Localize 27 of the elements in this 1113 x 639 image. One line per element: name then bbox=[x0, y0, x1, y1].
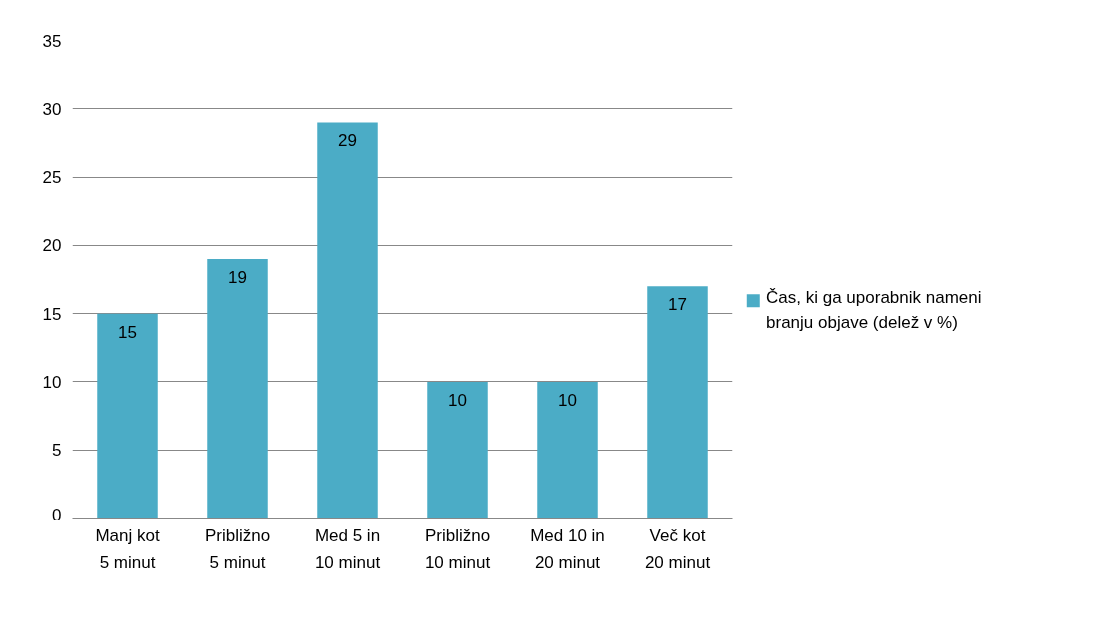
data-label: 10 bbox=[448, 390, 467, 410]
bar bbox=[97, 313, 158, 519]
legend-label: Čas, ki ga uporabnik nameni branju objave (delež v %) bbox=[766, 288, 982, 332]
data-label: 29 bbox=[338, 131, 357, 151]
bar bbox=[207, 259, 268, 519]
data-label: 15 bbox=[118, 322, 137, 342]
bar bbox=[427, 381, 488, 519]
x-tick-label: Med 5 in 10 minut bbox=[314, 526, 381, 572]
y-tick-label: 5 bbox=[52, 441, 62, 461]
x-tick-label: Med 10 in 20 minut bbox=[530, 526, 605, 572]
x-tick-label: Približno 5 minut bbox=[204, 526, 271, 572]
data-label: 10 bbox=[558, 390, 577, 410]
bar bbox=[537, 381, 598, 519]
x-tick-label: Približno 10 minut bbox=[424, 526, 491, 572]
data-label: 17 bbox=[668, 295, 687, 315]
x-tick-label: Manj kot 5 minut bbox=[95, 526, 160, 572]
y-tick-label: 0 bbox=[52, 505, 62, 525]
y-tick-label: 30 bbox=[42, 99, 62, 119]
y-tick-label: 35 bbox=[42, 31, 62, 51]
bar bbox=[647, 286, 708, 519]
y-tick-label: 15 bbox=[42, 304, 62, 324]
data-label: 19 bbox=[228, 268, 247, 288]
y-tick-label: 10 bbox=[42, 372, 62, 392]
x-tick-label: Več kot 20 minut bbox=[644, 526, 711, 572]
bar bbox=[317, 122, 378, 519]
y-tick-label: 25 bbox=[42, 168, 62, 188]
y-tick-label: 20 bbox=[42, 236, 62, 256]
